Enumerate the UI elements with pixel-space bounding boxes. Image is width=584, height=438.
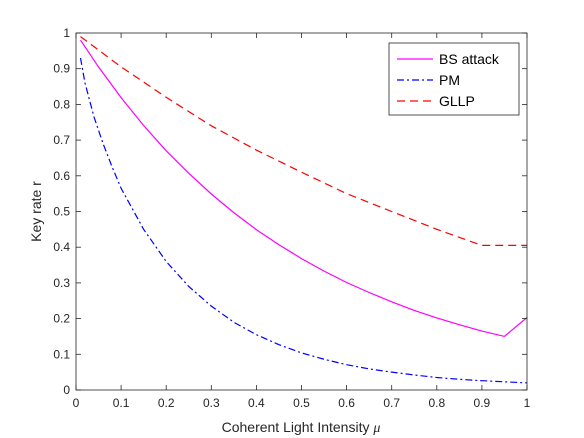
x-tick-label: 0.5 — [293, 396, 310, 410]
y-tick-label: 0.3 — [53, 276, 70, 290]
y-tick-label: 1 — [63, 26, 70, 40]
y-axis-label: Key rate r — [28, 181, 44, 242]
legend-label-bs-attack: BS attack — [439, 51, 500, 67]
x-tick-label: 0.6 — [338, 396, 355, 410]
series-line-pm — [79, 57, 528, 384]
x-tick-label: 0.2 — [158, 396, 175, 410]
x-tick-label: 0 — [73, 396, 80, 410]
y-tick-label: 0.5 — [53, 205, 70, 219]
x-axis-label-symbol: μ — [372, 421, 380, 436]
series-line-gllp — [80, 36, 527, 246]
x-axis-label-text: Coherent Light Intensity — [222, 419, 370, 435]
y-tick-label: 0.7 — [53, 133, 70, 147]
legend: BS attack PM GLLP — [388, 42, 520, 116]
y-tick-label: 0.4 — [53, 240, 70, 254]
legend-label-pm: PM — [439, 72, 460, 88]
x-axis-label: Coherent Light Intensity μ — [222, 419, 381, 436]
y-tick-label: 0.2 — [53, 312, 70, 326]
y-tick-label: 0.8 — [53, 97, 70, 111]
series-layer — [79, 36, 528, 384]
x-axis-ticks: 0 0.1 0.2 0.3 0.4 0.5 0.6 0.7 0.8 0.9 1 — [73, 33, 531, 410]
x-tick-label: 0.4 — [248, 396, 265, 410]
series-line-bs-attack — [80, 39, 528, 338]
y-tick-label: 0.6 — [53, 169, 70, 183]
legend-box — [388, 42, 520, 116]
x-tick-label: 0.7 — [383, 396, 400, 410]
y-tick-label: 0 — [63, 383, 70, 397]
y-tick-label: 0.9 — [53, 62, 70, 76]
y-tick-label: 0.1 — [53, 347, 70, 361]
x-tick-label: 0.9 — [474, 396, 491, 410]
y-axis-ticks: 0 0.1 0.2 0.3 0.4 0.5 0.6 0.7 0.8 0.9 1 — [53, 26, 527, 397]
x-tick-label: 0.1 — [113, 396, 130, 410]
legend-label-gllp: GLLP — [439, 93, 475, 109]
x-tick-label: 1 — [524, 396, 531, 410]
x-tick-label: 0.8 — [428, 396, 445, 410]
x-tick-label: 0.3 — [203, 396, 220, 410]
